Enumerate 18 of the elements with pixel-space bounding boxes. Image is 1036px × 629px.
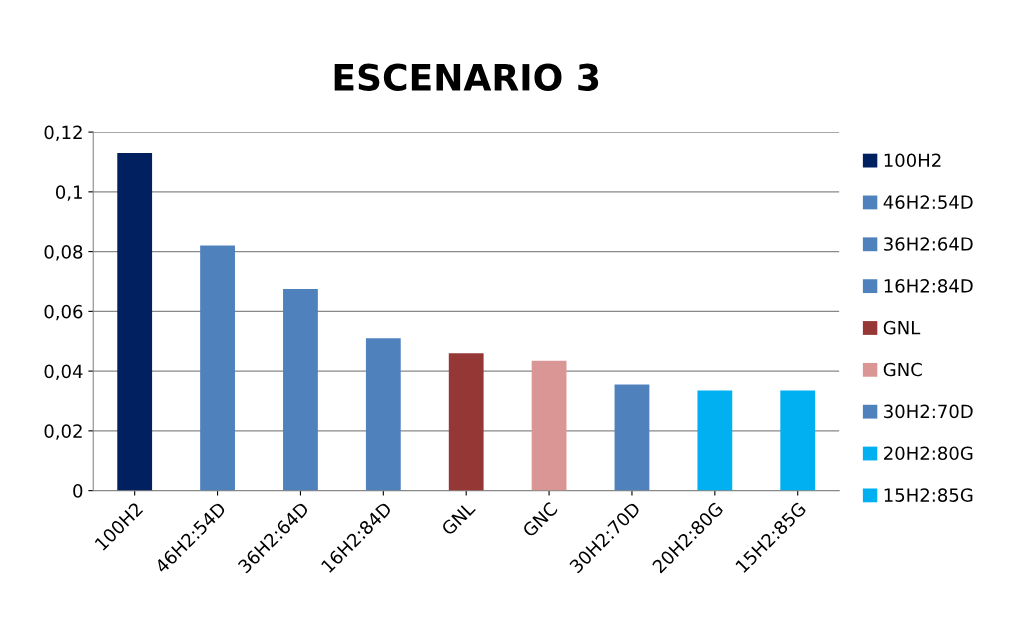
chart-title: ESCENARIO 3 [334, 63, 599, 91]
x-tick-label: GNL [440, 500, 477, 537]
legend-label: 36H2:64D [884, 237, 973, 251]
legend-label: 100H2 [884, 153, 941, 168]
y-tick-label: 0,12 [44, 125, 82, 142]
y-tick-label: 0,1 [55, 185, 82, 201]
legend-label: 20H2:80G [884, 446, 973, 461]
legend-label: GNL [883, 320, 921, 335]
y-tick-label: 0,06 [44, 304, 83, 321]
legend-label: GNC [883, 362, 922, 377]
y-tick-label: 0,08 [44, 245, 83, 261]
legend-label: 30H2:70D [884, 404, 973, 419]
y-tick-label: 0,04 [44, 364, 83, 381]
legend-label: 46H2:54D [883, 195, 973, 209]
y-tick-label: 0 [73, 484, 83, 498]
legend-label: 15H2:85G [884, 488, 973, 502]
y-tick-label: 0,02 [44, 424, 82, 440]
legend-label: 16H2:84D [884, 279, 973, 293]
